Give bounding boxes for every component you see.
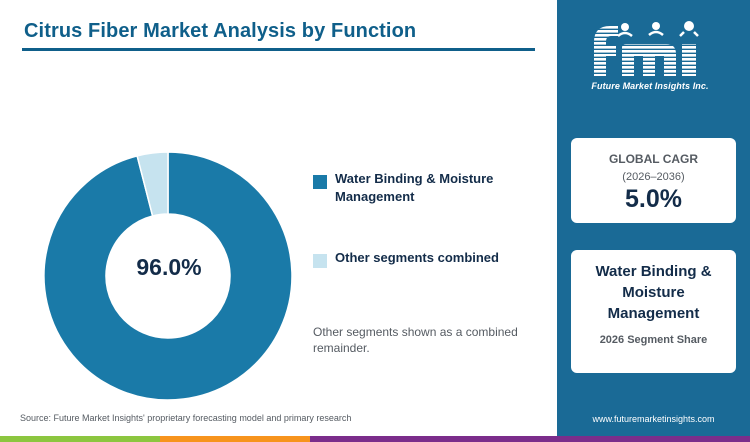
legend-swatch-water-binding (313, 175, 327, 189)
legend-label-other: Other segments combined (335, 250, 499, 265)
footer-bar-orange (160, 436, 310, 442)
donut-slice-other (136, 151, 169, 217)
segment-name: Water Binding & Moisture Management (595, 263, 712, 322)
legend-swatch-other (313, 254, 327, 268)
donut-slice-water-binding (43, 151, 293, 401)
cagr-label: GLOBAL CAGR (608, 152, 699, 166)
title-underline (22, 48, 535, 51)
segment-share-label: 2026 Segment Share (599, 334, 708, 346)
cagr-period: (2026–2036) (622, 171, 685, 183)
legend-label-water-binding: Water Binding & Moisture Management (335, 171, 494, 204)
cagr-card: GLOBAL CAGR (2026–2036) 5.0% (571, 138, 736, 223)
segment-card: Water Binding & Moisture Management 2026… (571, 250, 736, 373)
logo-subtitle: Future Market Insights Inc. (591, 81, 709, 91)
main-panel: Citrus Fiber Market Analysis by Function… (20, 20, 535, 423)
footer-bar-green (0, 436, 160, 442)
donut-center-value: 96.0% (136, 254, 202, 280)
source-text: Source: Future Market Insights' propriet… (20, 413, 352, 423)
legend-item-other: Other segments combined (313, 249, 499, 268)
donut-chart (43, 151, 293, 401)
cagr-value: 5.0% (625, 185, 682, 213)
fmi-logo (594, 21, 699, 76)
website-link[interactable]: www.futuremarketinsights.com (592, 414, 715, 424)
footer-bar-purple (310, 436, 750, 442)
chart-title: Citrus Fiber Market Analysis by Function (24, 20, 417, 42)
legend-item-water-binding: Water Binding & Moisture Management (313, 170, 535, 206)
chart-note: Other segments shown as a combined remai… (313, 325, 518, 355)
